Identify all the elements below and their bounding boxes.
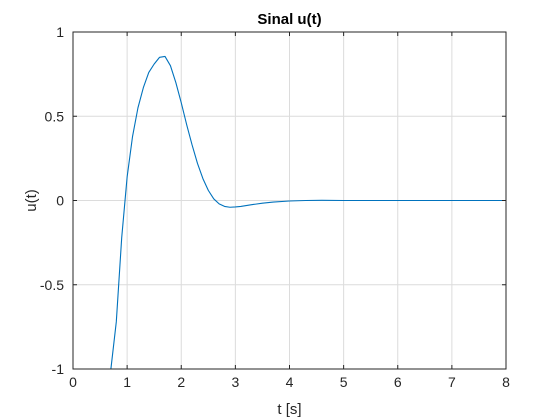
x-tick-labels: 0 1 2 3 4 5 6 7 8 — [69, 374, 510, 390]
x-tick-label: 2 — [177, 374, 185, 390]
x-tick-label: 4 — [286, 374, 294, 390]
series-line-0 — [73, 55, 506, 370]
y-axis-label: u(t) — [23, 189, 40, 212]
x-tick-label: 5 — [340, 374, 348, 390]
x-tick-label: 0 — [69, 374, 77, 390]
series-layer — [73, 55, 506, 370]
x-tick-label: 6 — [394, 374, 402, 390]
x-axis-label: t [s] — [277, 401, 301, 418]
y-tick-label: -1 — [52, 361, 65, 377]
y-tick-label: 0 — [56, 193, 64, 209]
x-tick-label: 7 — [448, 374, 456, 390]
x-tick-label: 8 — [502, 374, 510, 390]
tick-marks — [72, 31, 507, 370]
x-tick-label: 3 — [231, 374, 239, 390]
x-tick-label: 1 — [123, 374, 131, 390]
y-tick-label: 1 — [56, 24, 64, 40]
chart-title: Sinal u(t) — [257, 11, 321, 28]
y-tick-labels: -1 -0.5 0 0.5 1 — [40, 24, 64, 377]
y-tick-label: -0.5 — [40, 277, 64, 293]
y-tick-label: 0.5 — [45, 108, 65, 124]
